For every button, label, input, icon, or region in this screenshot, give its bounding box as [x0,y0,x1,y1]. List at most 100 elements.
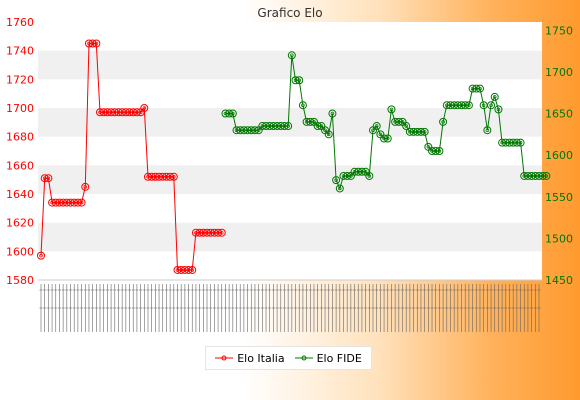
right-tick-label: 1500 [545,232,573,245]
data-point [332,176,341,185]
data-point-inner [326,132,331,137]
data-point-inner [290,53,294,58]
series-elo-fide [221,51,551,193]
data-point [431,147,440,155]
data-point-inner [374,124,379,128]
data-point [313,122,322,131]
left-tick-label: 1620 [6,217,34,230]
data-point [217,228,226,237]
data-point-inner [190,268,194,272]
data-point-inner [46,176,51,180]
data-point [184,265,193,274]
data-point-inner [386,136,390,141]
data-point [365,171,374,180]
data-point-inner [367,174,372,178]
data-point-inner [481,103,486,107]
data-point-inner [400,120,405,124]
data-point [284,122,293,131]
data-point [81,182,90,191]
right-axis-ticks: 1450 1500 1550 1600 1650 1700 1750 [545,24,573,287]
data-point [335,184,344,193]
data-point-inner [312,120,316,124]
grid-band [38,50,542,80]
data-point [494,105,503,114]
data-point-inner [363,170,368,174]
data-point [280,122,289,131]
left-tick-label: 1720 [6,73,34,86]
data-point-inner [297,78,301,83]
data-point-inner [79,200,84,205]
data-point [380,134,389,143]
data-point [44,174,53,183]
data-point-inner [334,178,338,182]
data-point [166,172,175,181]
data-point [140,104,149,112]
data-point-inner [349,174,353,178]
data-point [92,39,101,48]
legend-label-elo-italia: Elo Italia [237,351,285,365]
right-tick-label: 1700 [545,66,573,79]
data-point-inner [492,95,497,99]
data-point-inner [422,130,427,134]
data-point-inner [378,132,383,137]
data-point-inner [489,103,493,107]
data-point [228,109,237,118]
data-point [37,251,45,260]
left-tick-label: 1740 [6,45,34,58]
data-point [439,117,448,126]
data-point [169,172,178,181]
data-point [214,228,223,237]
left-tick-label: 1660 [6,159,34,172]
data-point [225,109,234,118]
data-point-inner [319,124,324,128]
data-point [420,127,429,136]
data-point [538,171,547,180]
left-tick-label: 1580 [6,274,34,287]
data-point [490,92,499,101]
data-point [475,84,484,93]
left-tick-label: 1600 [6,245,34,258]
data-point [306,117,315,126]
data-point-inner [83,185,88,189]
data-point [132,108,141,117]
data-point [487,101,496,110]
data-point-inner [142,106,147,110]
data-point [77,198,86,207]
data-point [250,126,259,135]
data-point-inner [467,103,471,107]
legend-label-elo-fide: Elo FIDE [316,351,362,365]
data-point [291,76,300,85]
data-point [394,117,403,126]
data-point [472,84,481,93]
legend-swatch-elo-fide [294,355,313,361]
data-point [88,39,97,48]
left-tick-label: 1680 [6,131,34,144]
data-point-inner [426,145,431,149]
data-point [512,138,521,147]
data-point [483,126,492,135]
data-point [402,122,411,131]
right-tick-label: 1450 [545,274,573,287]
data-point-inner [496,107,501,112]
right-tick-label: 1550 [545,191,573,204]
data-point-inner [323,128,327,132]
series-elo-italia [37,39,226,274]
data-point-inner [301,103,305,107]
data-point-inner [330,111,335,116]
data-point-inner [172,175,176,179]
data-point [542,171,551,180]
data-point-inner [437,149,442,153]
data-point [383,134,392,143]
x-axis-ticks [39,284,541,332]
data-point [464,101,473,110]
data-point-inner [485,128,490,132]
data-point-inner [338,186,342,191]
data-point-inner [544,174,549,178]
data-point-inner [478,86,482,91]
grid-band [38,165,542,194]
right-tick-label: 1750 [545,24,573,37]
chart-title: Grafico Elo [257,6,322,20]
data-point [328,109,337,118]
